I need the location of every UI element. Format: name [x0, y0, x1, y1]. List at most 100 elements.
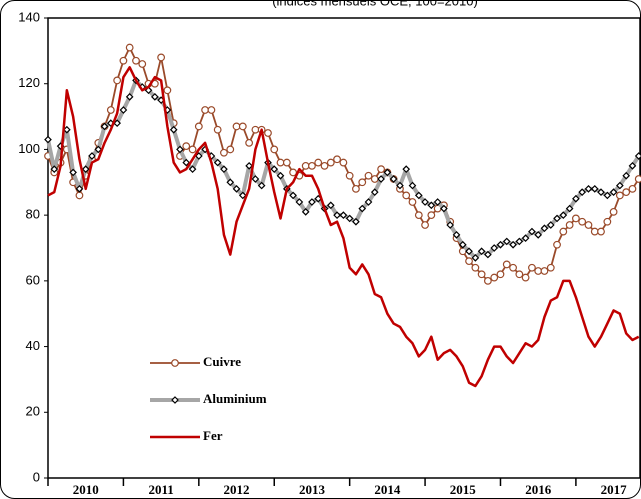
- y-tick-label: 20: [26, 404, 40, 419]
- marker: [257, 181, 266, 190]
- marker: [220, 148, 228, 157]
- marker: [289, 191, 297, 200]
- marker: [301, 208, 310, 216]
- marker: [151, 93, 159, 101]
- marker: [245, 162, 253, 170]
- marker: [634, 175, 641, 183]
- marker: [471, 263, 480, 272]
- marker: [502, 260, 511, 269]
- marker: [345, 171, 354, 180]
- marker: [622, 171, 631, 180]
- marker: [408, 198, 417, 206]
- marker: [194, 152, 203, 160]
- marker: [528, 227, 536, 236]
- marker: [571, 214, 580, 223]
- marker: [232, 185, 241, 193]
- marker: [188, 145, 197, 154]
- x-tick-label: 2017: [601, 482, 628, 497]
- marker: [345, 214, 354, 223]
- marker: [540, 267, 549, 275]
- marker: [609, 188, 618, 196]
- marker: [289, 168, 297, 177]
- marker: [358, 204, 367, 213]
- marker: [477, 270, 486, 279]
- marker: [326, 158, 335, 167]
- marker: [220, 165, 228, 173]
- marker: [207, 106, 216, 114]
- marker: [584, 221, 593, 229]
- marker: [125, 43, 134, 52]
- marker: [402, 165, 411, 173]
- marker: [490, 244, 499, 252]
- marker: [251, 125, 260, 134]
- marker: [477, 247, 486, 256]
- x-tick-label: 2014: [374, 482, 401, 497]
- legend-label: Aluminium: [203, 391, 267, 406]
- series-line: [47, 66, 640, 388]
- marker: [370, 175, 379, 183]
- marker: [521, 234, 530, 242]
- plot-frame: [47, 17, 641, 479]
- marker: [352, 184, 360, 193]
- x-tick-label: 2016: [525, 482, 552, 497]
- marker: [270, 165, 279, 173]
- marker: [188, 165, 197, 173]
- marker: [496, 270, 505, 279]
- marker: [509, 240, 517, 249]
- marker: [119, 56, 128, 65]
- marker: [534, 267, 543, 275]
- marker: [584, 185, 593, 193]
- marker: [484, 250, 492, 259]
- y-tick-label: 120: [18, 75, 40, 90]
- marker: [295, 198, 304, 206]
- marker: [238, 122, 247, 131]
- marker: [446, 221, 455, 229]
- marker: [402, 191, 411, 200]
- marker: [201, 106, 209, 114]
- marker: [119, 106, 128, 114]
- x-tick-label: 2012: [224, 482, 250, 497]
- marker: [615, 191, 624, 200]
- marker: [113, 119, 122, 127]
- marker: [408, 181, 417, 190]
- marker: [320, 161, 329, 170]
- marker: [515, 270, 524, 279]
- marker: [352, 217, 360, 226]
- marker: [138, 60, 147, 68]
- marker: [364, 171, 373, 180]
- marker: [603, 191, 612, 200]
- marker: [628, 162, 637, 170]
- marker: [276, 171, 285, 180]
- marker: [308, 161, 316, 170]
- marker: [314, 158, 323, 167]
- marker: [125, 93, 134, 101]
- marker: [44, 135, 52, 144]
- marker: [502, 237, 511, 246]
- marker: [176, 145, 184, 154]
- marker: [182, 158, 191, 167]
- marker: [414, 191, 423, 200]
- marker: [182, 142, 191, 151]
- marker: [169, 125, 178, 134]
- marker: [264, 129, 272, 137]
- marker: [622, 188, 631, 197]
- marker: [565, 221, 574, 229]
- marker: [333, 211, 341, 219]
- x-tick-label: 2011: [148, 482, 173, 497]
- marker: [396, 181, 404, 190]
- marker: [465, 247, 473, 256]
- marker: [377, 175, 385, 183]
- marker: [226, 145, 235, 154]
- marker: [565, 204, 574, 213]
- marker: [546, 263, 555, 272]
- marker: [276, 158, 285, 167]
- marker: [421, 198, 429, 206]
- marker: [458, 240, 467, 249]
- marker: [603, 217, 612, 226]
- marker: [427, 211, 436, 220]
- marker: [251, 175, 260, 183]
- marker: [559, 211, 568, 219]
- legend-marker: [171, 359, 179, 367]
- marker: [364, 198, 373, 206]
